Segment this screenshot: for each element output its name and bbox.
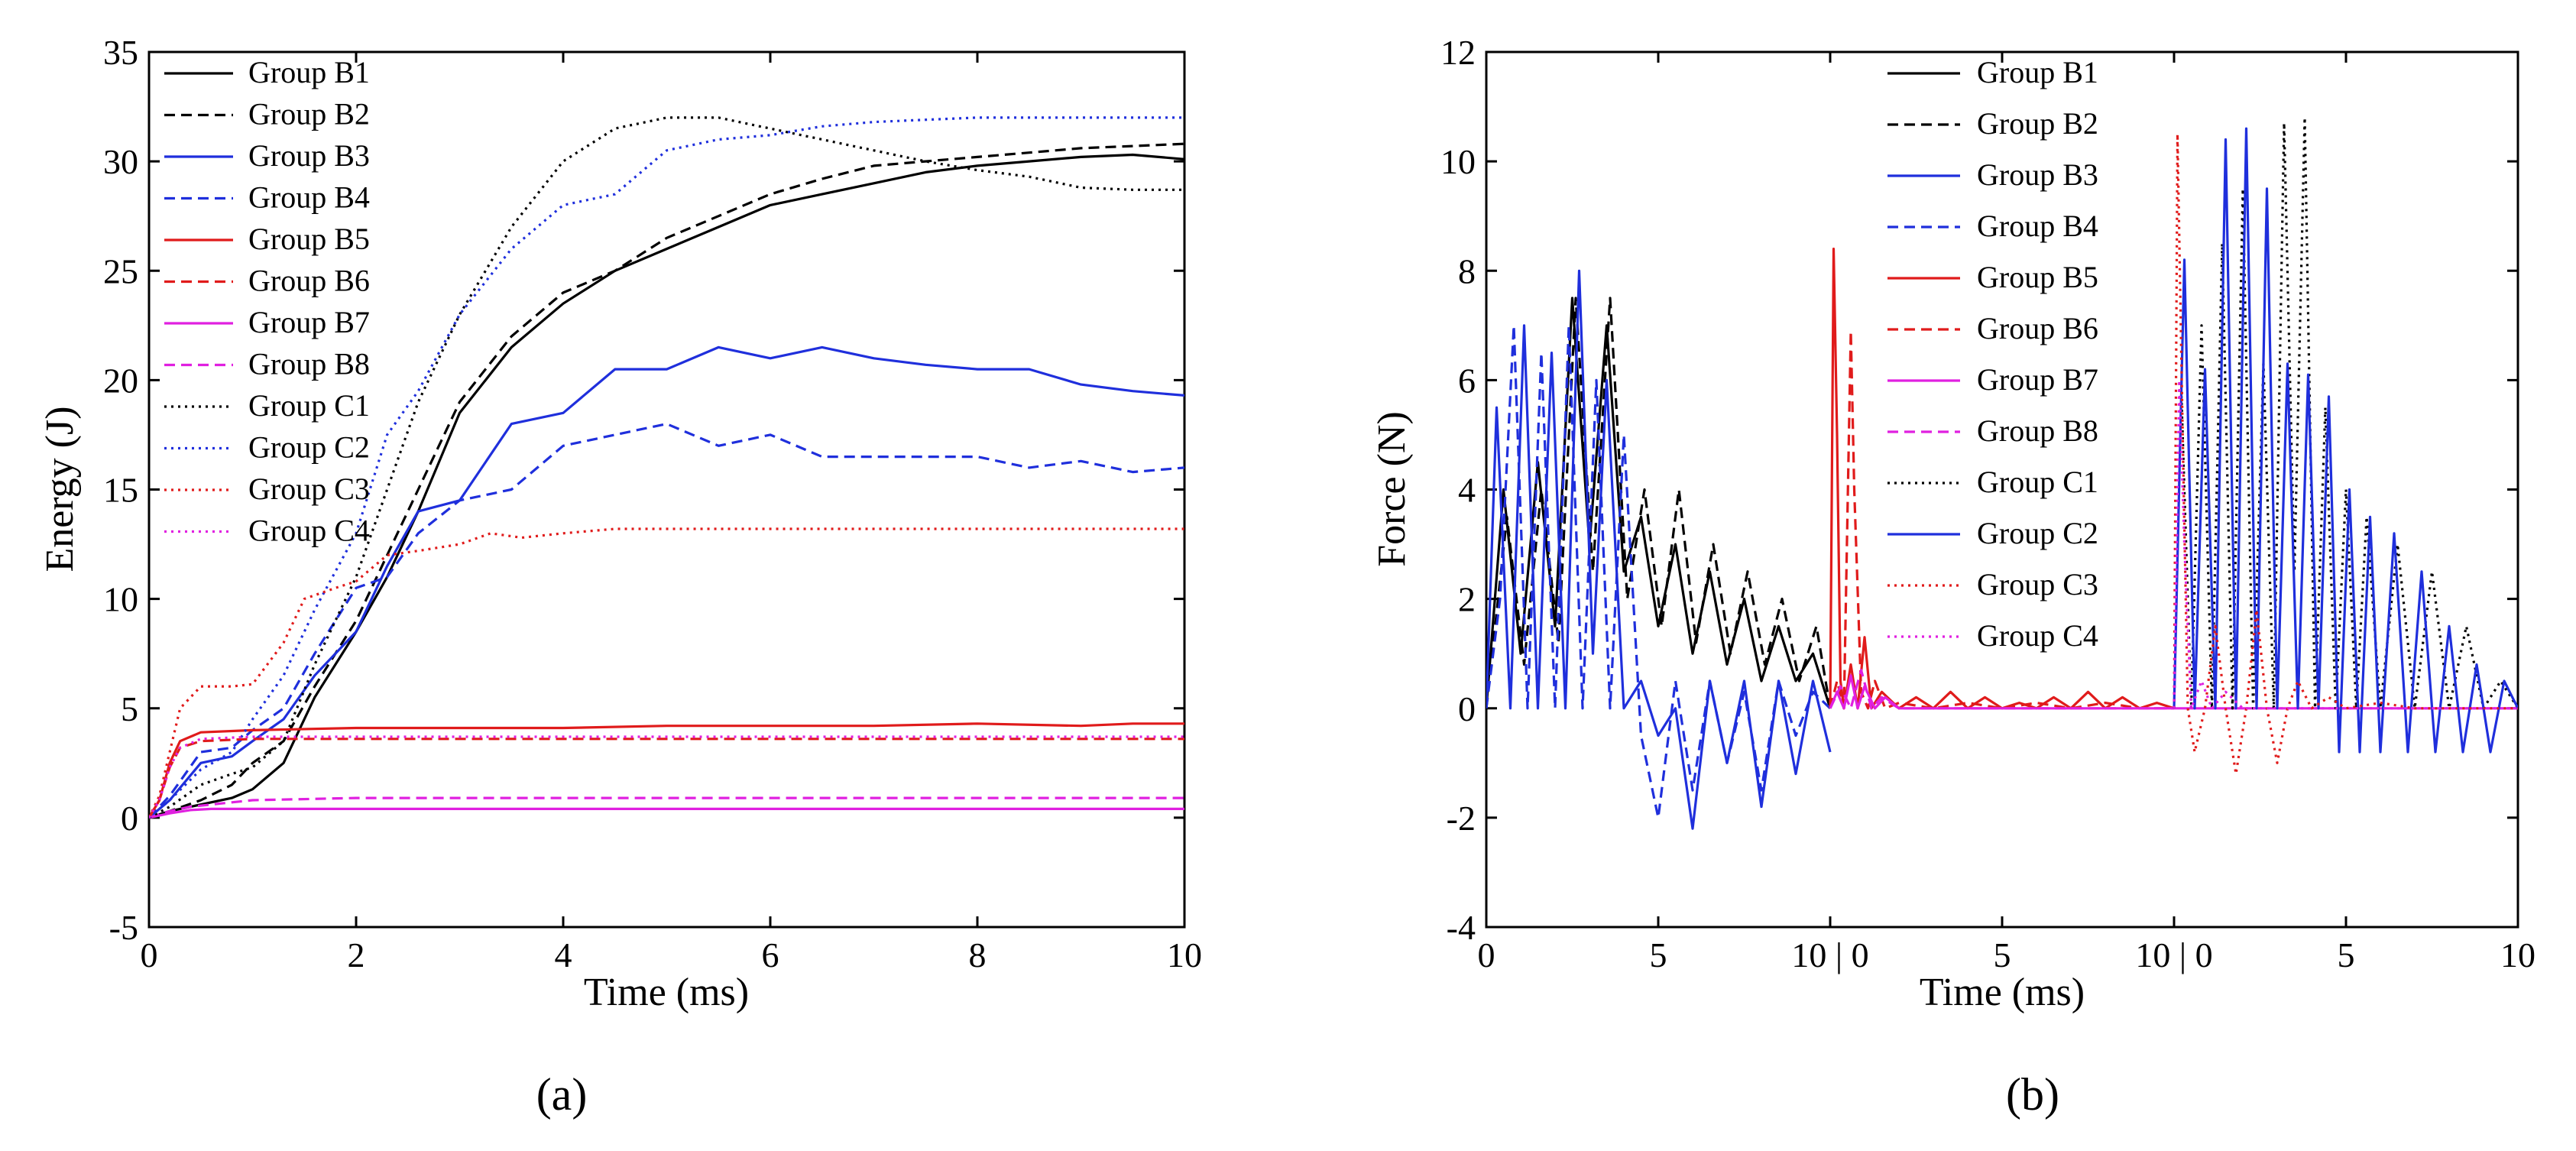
series-line-group-c1 bbox=[2173, 116, 2518, 710]
y-axis-label-b: Force (N) bbox=[1370, 411, 1414, 567]
y-tick-label: 20 bbox=[103, 361, 138, 400]
y-tick-label: 30 bbox=[103, 142, 138, 181]
x-axis-label-a: Time (ms) bbox=[584, 971, 749, 1014]
y-axis-label-a: Energy (J) bbox=[38, 406, 82, 572]
y-tick-label: 5 bbox=[121, 689, 138, 728]
x-tick-label: 0 bbox=[141, 935, 158, 974]
y-tick-label: 15 bbox=[103, 471, 138, 510]
series-line-group-c4 bbox=[149, 735, 1184, 819]
series-line-group-c2 bbox=[149, 116, 1184, 819]
y-tick-label: 2 bbox=[1458, 580, 1476, 619]
legend-label: Group B5 bbox=[248, 222, 370, 256]
x-axis-label-b: Time (ms) bbox=[1920, 971, 2085, 1014]
legend-label: Group C3 bbox=[248, 472, 370, 506]
x-tick-label: 2 bbox=[348, 935, 365, 974]
legend-label: Group B8 bbox=[248, 347, 370, 381]
x-tick-label: 4 bbox=[555, 935, 572, 974]
y-tick-label: -2 bbox=[1447, 799, 1476, 838]
legend-b: Group B1 Group B2 Group B3 Group B4 Group B5… bbox=[1887, 55, 2098, 653]
series-line-group-b5 bbox=[149, 722, 1184, 819]
x-tick-label: 10 | 0 bbox=[2135, 935, 2212, 974]
legend-label: Group B3 bbox=[248, 138, 370, 173]
x-tick-label: 5 bbox=[2338, 935, 2355, 974]
x-tick-label: 5 bbox=[1650, 935, 1667, 974]
x-tick-label: 6 bbox=[762, 935, 779, 974]
legend-label: Group B6 bbox=[248, 264, 370, 298]
panel-label-a: (a) bbox=[536, 1069, 588, 1120]
y-tick-label: 8 bbox=[1458, 251, 1476, 290]
legend-label: Group B2 bbox=[248, 97, 370, 131]
y-tick-label: 10 bbox=[103, 580, 138, 619]
legend-label: Group B8 bbox=[1977, 413, 2098, 448]
y-tick-label: 0 bbox=[121, 799, 138, 838]
series-group-a bbox=[149, 116, 1184, 819]
y-tick-label: 6 bbox=[1458, 361, 1476, 400]
y-tick-label: 4 bbox=[1458, 471, 1476, 510]
legend-label: Group B4 bbox=[248, 180, 370, 215]
legend-label: Group B7 bbox=[1977, 362, 2098, 397]
x-tick-label: 5 bbox=[1994, 935, 2011, 974]
x-tick-label: 10 bbox=[1167, 935, 1202, 974]
x-tick-label: 8 bbox=[969, 935, 987, 974]
legend-label: Group B4 bbox=[1977, 209, 2098, 243]
y-tick-label: -4 bbox=[1447, 908, 1476, 947]
legend-label: Group C2 bbox=[248, 430, 370, 465]
legend-label: Group C1 bbox=[1977, 465, 2098, 499]
legend-label: Group B6 bbox=[1977, 311, 2098, 345]
series-line-group-b4 bbox=[1486, 324, 1832, 819]
legend-label: Group C4 bbox=[248, 514, 370, 548]
series-line-group-b3 bbox=[149, 345, 1184, 819]
x-tick-label: 0 bbox=[1478, 935, 1495, 974]
legend-label: Group B1 bbox=[248, 55, 370, 89]
series-line-group-b7 bbox=[149, 807, 1184, 819]
panel-label-b: (b) bbox=[2006, 1069, 2059, 1120]
series-line-group-b2 bbox=[149, 142, 1184, 819]
chart-force: 0 5 10 | 0 5 10 | 0 5 10 -4 -2 0 2 4 6 8 10 12 Group B1… bbox=[1370, 33, 2535, 1120]
legend-label: Group C4 bbox=[1977, 618, 2098, 653]
ticks-b: 0 5 10 | 0 5 10 | 0 5 10 -4 -2 0 2 4 6 8 10 12 bbox=[1440, 33, 2535, 974]
legend-label: Group B1 bbox=[1977, 55, 2098, 89]
y-tick-label: 12 bbox=[1440, 33, 1476, 72]
series-line-group-b8 bbox=[149, 796, 1184, 819]
y-tick-label: -5 bbox=[109, 908, 138, 947]
series-line-group-c3 bbox=[149, 527, 1184, 819]
series-line-group-b7 bbox=[1829, 674, 2518, 710]
y-tick-label: 25 bbox=[103, 251, 138, 290]
y-tick-label: 10 bbox=[1440, 142, 1476, 181]
x-tick-label: 10 | 0 bbox=[1791, 935, 1868, 974]
legend-label: Group B3 bbox=[1977, 157, 2098, 192]
series-line-group-b6 bbox=[149, 738, 1184, 819]
y-tick-label: 35 bbox=[103, 33, 138, 72]
series-line-group-c2 bbox=[2173, 127, 2518, 754]
x-tick-label: 10 bbox=[2500, 935, 2535, 974]
series-group-b bbox=[1486, 116, 2518, 830]
legend-label: Group C3 bbox=[1977, 567, 2098, 601]
y-tick-label: 0 bbox=[1458, 689, 1476, 728]
legend-label: Group C2 bbox=[1977, 516, 2098, 550]
legend-label: Group B7 bbox=[248, 305, 370, 339]
series-line-group-b8 bbox=[1829, 669, 2174, 710]
legend-label: Group B5 bbox=[1977, 260, 2098, 294]
series-line-group-b1 bbox=[149, 153, 1184, 819]
legend-label: Group C1 bbox=[248, 388, 370, 423]
legend-a: Group B1 Group B2 Group B3 Group B4 Group B5… bbox=[164, 55, 370, 548]
legend-label: Group B2 bbox=[1977, 106, 2098, 141]
